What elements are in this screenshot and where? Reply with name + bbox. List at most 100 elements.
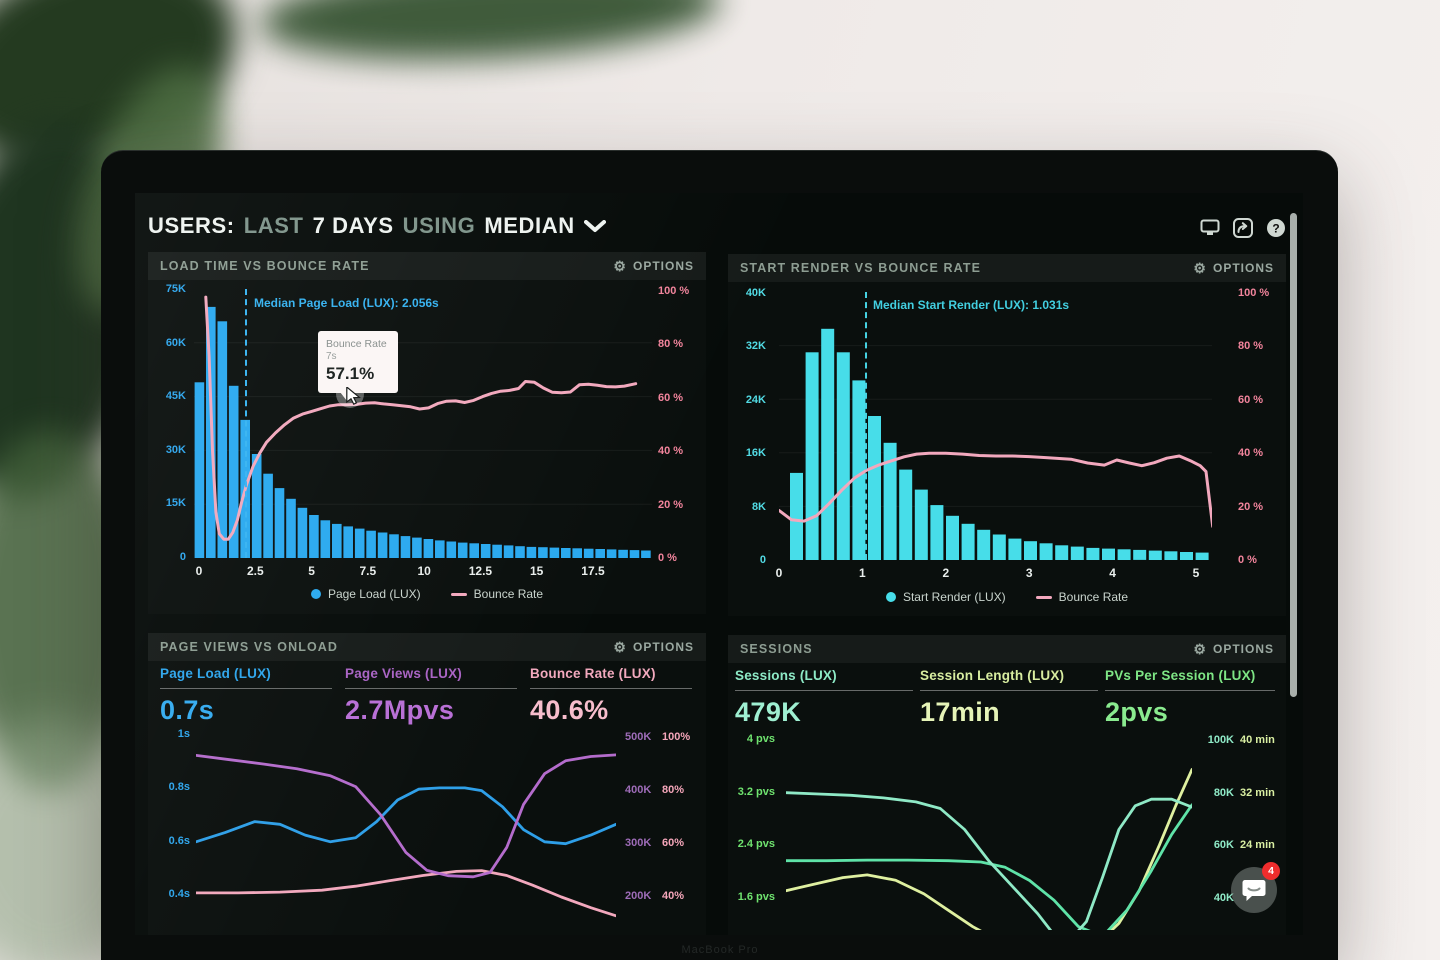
metric-underline (345, 688, 517, 689)
metric-pvs-per-session: PVs Per Session (LUX) 2pvs (1105, 668, 1275, 728)
gear-icon: ⚙ (613, 639, 627, 655)
panel-start-render-header: START RENDER VS BOUNCE RATE ⚙ OPTIONS (728, 254, 1286, 282)
chat-launcher[interactable] (1231, 867, 1277, 913)
metric-value: 17min (920, 697, 1001, 727)
tick-label: 80 % (658, 338, 684, 351)
legend-load-time: Page Load (LUX) Bounce Rate (148, 587, 706, 601)
display-icon-button[interactable] (1198, 217, 1222, 239)
legend-label: Bounce Rate (1058, 590, 1129, 604)
svg-text:?: ? (1272, 222, 1279, 236)
tooltip-title: Bounce Rate (326, 338, 387, 350)
tick-label: 80 % (1238, 340, 1264, 353)
tick-label: 1s (177, 728, 190, 740)
median-annotation: Median Start Render (LUX): 1.031s (873, 298, 1070, 312)
panel-title: SESSIONS (740, 642, 813, 656)
tooltip-value: 57.1% (326, 364, 375, 383)
tick-label: 2.5 (246, 564, 264, 578)
tick-label: 75K (165, 283, 186, 295)
tick-label: 0 (759, 553, 766, 566)
load-time-chart-canvas[interactable] (194, 289, 652, 558)
options-label: OPTIONS (1212, 642, 1274, 656)
metric-label: Page Load (LUX) (160, 666, 272, 681)
options-button[interactable]: ⚙ OPTIONS (1193, 261, 1274, 275)
tick-label: 0 (179, 550, 186, 563)
tick-label: 60% (662, 837, 685, 849)
tick-label: 100 % (1238, 287, 1270, 299)
start-render-chart-canvas[interactable] (779, 292, 1212, 560)
panel-title: START RENDER VS BOUNCE RATE (740, 261, 982, 275)
dashboard-screen (135, 193, 1303, 935)
legend-item: Bounce Rate (1035, 590, 1129, 604)
panel-page-views-header: PAGE VIEWS VS ONLOAD ⚙ OPTIONS (148, 633, 706, 661)
page-views-chart-canvas[interactable] (196, 728, 616, 930)
tick-label: 100% (662, 731, 691, 743)
scrollbar-thumb[interactable] (1290, 213, 1297, 697)
tick-label: 15K (165, 497, 186, 510)
sessions-chart-canvas[interactable] (786, 734, 1192, 930)
tick-label: 0 (195, 564, 203, 578)
options-button[interactable]: ⚙ OPTIONS (613, 259, 694, 273)
y-axis-right-bounce: 100 % 80 % 60 % 40 % 20 % 0 % (658, 285, 698, 564)
legend-line (450, 592, 467, 596)
metric-underline (530, 688, 692, 689)
tick-label: 4 (1109, 566, 1116, 580)
legend-item: Page Load (LUX) (310, 587, 421, 601)
tick-label: 8K (751, 500, 766, 513)
tick-label: 60K (165, 336, 186, 349)
y-axis-left-start-render: 40K 32K 24K 16K 8K 0 (728, 287, 766, 566)
median-annotation: Median Page Load (LUX): 2.056s (254, 296, 439, 310)
median-line (865, 292, 867, 560)
view-title-7days: 7 DAYS (312, 213, 394, 238)
metric-label: Page Views (LUX) (345, 666, 462, 681)
panel-load-time-header: LOAD TIME VS BOUNCE RATE ⚙ OPTIONS (148, 252, 706, 280)
metric-session-length: Session Length (LUX) 17min (920, 668, 1098, 728)
tick-label: 400K (625, 784, 652, 796)
options-button[interactable]: ⚙ OPTIONS (1193, 642, 1274, 656)
chat-bubble-icon (1242, 879, 1266, 901)
share-icon-button[interactable] (1231, 217, 1255, 239)
share-icon (1233, 218, 1253, 238)
y-axis-right-session-length: 40 min 32 min 24 min (1240, 734, 1282, 851)
tick-label: 16K (745, 447, 766, 460)
tick-label: 0 % (1238, 553, 1257, 566)
laptop-brand: MacBook Pro (681, 944, 759, 956)
legend-label: Bounce Rate (473, 587, 544, 601)
legend-dot (885, 592, 896, 602)
tick-label: 10 (417, 564, 431, 578)
gear-icon: ⚙ (1193, 641, 1207, 657)
options-label: OPTIONS (632, 640, 694, 654)
gear-icon: ⚙ (613, 258, 627, 274)
tick-label: 32K (745, 340, 766, 353)
y-axis-right-sessions: 100K 80K 60K 40K (1196, 734, 1234, 904)
tick-label: 40 % (1238, 447, 1264, 460)
tick-label: 80K (1213, 786, 1234, 799)
legend-start-render: Start Render (LUX) Bounce Rate (728, 590, 1286, 604)
view-title-last: LAST (243, 213, 304, 238)
tick-label: 2.4 pvs (737, 838, 775, 851)
help-icon-button[interactable]: ? (1264, 217, 1288, 239)
metric-value: 2.7Mpvs (345, 695, 455, 725)
tick-label: 45K (165, 390, 186, 403)
tooltip-time: 7s (326, 351, 337, 362)
tick-label: 2 (942, 566, 950, 580)
tick-label: 100 % (658, 285, 690, 297)
options-label: OPTIONS (632, 259, 694, 273)
y-axis-left-pvs: 4 pvs 3.2 pvs 2.4 pvs 1.6 pvs (715, 733, 775, 903)
median-line (245, 289, 247, 558)
tick-label: 24 min (1240, 839, 1275, 851)
tick-label: 500K (625, 731, 652, 743)
tick-label: 40 min (1240, 734, 1275, 746)
view-selector[interactable]: USERS: LAST 7 DAYS USING MEDIAN (148, 213, 606, 239)
tick-label: 0.6s (168, 834, 190, 847)
tick-label: 200K (625, 890, 652, 902)
tick-label: 40K (745, 287, 766, 299)
y-axis-right-page-views: 500K 400K 300K 200K (625, 731, 659, 902)
legend-label: Start Render (LUX) (902, 590, 1006, 604)
options-button[interactable]: ⚙ OPTIONS (613, 640, 694, 654)
tick-label: 40K (1213, 891, 1234, 904)
metric-underline (1105, 690, 1275, 691)
tick-label: 5 (1192, 566, 1200, 580)
tick-label: 0 (775, 566, 783, 580)
x-axis-start-render: 0 1 2 3 4 5 (763, 567, 1212, 580)
tooltip: Bounce Rate 7s 57.1% (318, 331, 398, 393)
